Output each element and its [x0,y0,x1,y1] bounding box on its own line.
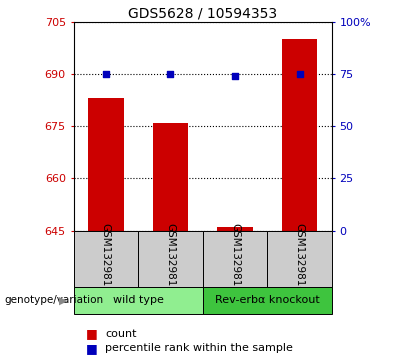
Text: GSM1329812: GSM1329812 [165,223,176,293]
Bar [88,98,123,231]
Bar [74,287,203,314]
Text: ■: ■ [86,327,98,340]
Text: Rev-erbα knockout: Rev-erbα knockout [215,295,320,305]
Bar [203,231,267,287]
Bar [138,231,202,287]
Point [296,71,303,77]
Bar [267,231,332,287]
Bar [203,287,332,314]
Bar [282,39,317,231]
Text: ■: ■ [86,342,98,355]
Text: percentile rank within the sample: percentile rank within the sample [105,343,293,354]
Text: GSM1329813: GSM1329813 [230,223,240,293]
Text: genotype/variation: genotype/variation [4,295,103,305]
Bar [152,123,188,231]
Text: count: count [105,329,136,339]
Text: ▶: ▶ [59,295,67,305]
Point [231,73,238,79]
Bar [74,231,138,287]
Text: wild type: wild type [113,295,163,305]
Point [167,71,174,77]
Point [102,71,109,77]
Text: GSM1329811: GSM1329811 [101,223,111,293]
Bar [217,227,253,231]
Title: GDS5628 / 10594353: GDS5628 / 10594353 [128,7,277,21]
Text: GSM1329814: GSM1329814 [294,223,304,293]
